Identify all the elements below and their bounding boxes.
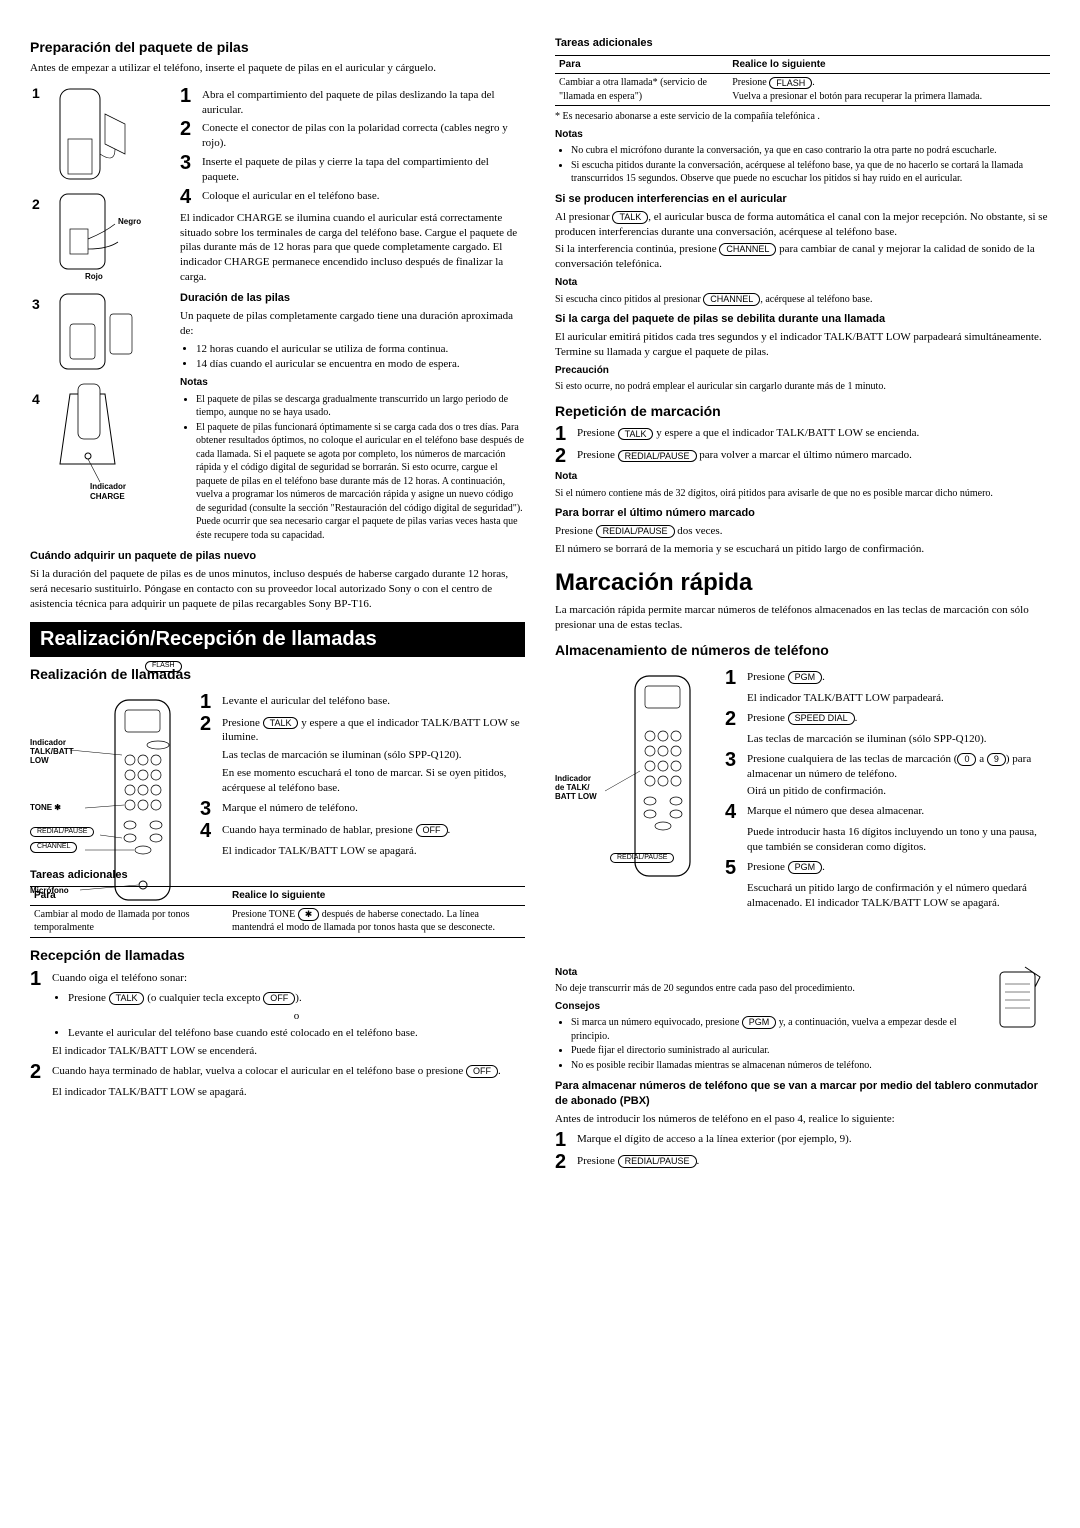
- realiz-s4-extra: El indicador TALK/BATT LOW se apagará.: [222, 844, 525, 859]
- charge-text: El indicador CHARGE se ilumina cuando el…: [180, 211, 525, 285]
- svg-text:Negro: Negro: [118, 217, 141, 226]
- consejos-label: Consejos: [555, 1000, 980, 1014]
- interf-p2: Si la interferencia continúa, presione C…: [555, 242, 1050, 272]
- alm-s1-extra: El indicador TALK/BATT LOW parpadeará.: [747, 691, 1050, 706]
- flash-label: FLASH: [145, 661, 182, 671]
- rep-s1: Presione TALK y espere a que el indicado…: [577, 424, 919, 444]
- heading-recep: Recepción de llamadas: [30, 946, 525, 965]
- recep-o: o: [68, 1009, 525, 1024]
- heading-cuando: Cuándo adquirir un paquete de pilas nuev…: [30, 549, 525, 564]
- notas1-label: Notas: [180, 376, 525, 390]
- precaucion-label: Precaución: [555, 364, 1050, 378]
- duracion-intro: Un paquete de pilas completamente cargad…: [180, 309, 525, 339]
- svg-text:Indicador: Indicador: [555, 774, 591, 783]
- realiz-s1: Levante el auricular del teléfono base.: [222, 692, 390, 712]
- consejos-list: Si marca un número equivocado, presione …: [571, 1016, 980, 1072]
- svg-text:CHARGE: CHARGE: [90, 492, 125, 501]
- phone-diagram-1: Indicador TALK/BATT LOW TONE ✱ Micrófono…: [30, 690, 190, 862]
- svg-text:Indicador: Indicador: [30, 738, 66, 747]
- svg-text:de TALK/: de TALK/: [555, 783, 590, 792]
- rapida-intro: La marcación rápida permite marcar númer…: [555, 603, 1050, 633]
- banner-realizacion: Realización/Recepción de llamadas: [30, 622, 525, 657]
- heading-repeticion: Repetición de marcación: [555, 402, 1050, 421]
- svg-text:TALK/BATT: TALK/BATT: [30, 747, 74, 756]
- heading-pbx: Para almacenar números de teléfono que s…: [555, 1079, 1050, 1109]
- heading-tareas2: Tareas adicionales: [555, 36, 1050, 51]
- heading-carga: Si la carga del paquete de pilas se debi…: [555, 312, 1050, 327]
- step-3-text: Inserte el paquete de pilas y cierre la …: [202, 153, 525, 185]
- heading-duracion: Duración de las pilas: [180, 291, 525, 306]
- step-num-4: 4: [180, 187, 198, 207]
- svg-text:TONE ✱: TONE ✱: [30, 803, 61, 812]
- notas2-label: Notas: [555, 128, 1050, 142]
- svg-text:2: 2: [32, 196, 40, 212]
- battery-diagram: 1 2 Negro Rojo 3 4: [30, 84, 170, 544]
- notas1-list: El paquete de pilas se descarga gradualm…: [196, 393, 525, 543]
- alm-s5-extra: Escuchará un pitido largo de confirmació…: [747, 881, 1050, 911]
- realiz-s4: Cuando haya terminado de hablar, presion…: [222, 821, 450, 841]
- svg-text:1: 1: [32, 85, 40, 101]
- table2-footnote: * Es necesario abonarse a este servicio …: [555, 110, 1050, 124]
- heading-borrar: Para borrar el último número marcado: [555, 506, 1050, 521]
- recep-s2-end: El indicador TALK/BATT LOW se apagará.: [52, 1085, 525, 1100]
- step-num-3: 3: [180, 153, 198, 185]
- alm-s5: Presione PGM.: [747, 858, 825, 878]
- pbx-s2: Presione REDIAL/PAUSE.: [577, 1152, 699, 1172]
- alm-s3: Presione cualquiera de las teclas de mar…: [747, 750, 1050, 782]
- pbx-intro: Antes de introducir los números de teléf…: [555, 1112, 1050, 1127]
- recep-s1: Cuando oiga el teléfono sonar:: [52, 969, 187, 989]
- duracion-list: 12 horas cuando el auricular se utiliza …: [196, 342, 525, 373]
- borrar-p1: Presione REDIAL/PAUSE dos veces.: [555, 524, 1050, 539]
- nota5-text: No deje transcurrir más de 20 segundos e…: [555, 982, 980, 996]
- svg-text:4: 4: [32, 391, 40, 407]
- step-1-text: Abra el compartimiento del paquete de pi…: [202, 86, 525, 118]
- tareas-table-2: ParaRealice lo siguiente Cambiar a otra …: [555, 55, 1050, 107]
- realiz-s2-extra1: Las teclas de marcación se iluminan (sól…: [222, 748, 525, 763]
- heading-rapida: Marcación rápida: [555, 567, 1050, 599]
- svg-text:BATT LOW: BATT LOW: [555, 792, 597, 801]
- precaucion-text: Si esto ocurre, no podrá emplear el auri…: [555, 380, 1050, 394]
- alm-s2-extra: Las teclas de marcación se iluminan (sól…: [747, 732, 1050, 747]
- alm-s2: Presione SPEED DIAL.: [747, 709, 857, 729]
- redial-label: REDIAL/PAUSE: [30, 827, 94, 837]
- recep-s2: Cuando haya terminado de hablar, vuelva …: [52, 1062, 501, 1082]
- nota3-text: Si escucha cinco pitidos al presionar CH…: [555, 293, 1050, 307]
- svg-text:Rojo: Rojo: [85, 272, 103, 281]
- heading-almacen: Almacenamiento de números de teléfono: [555, 641, 1050, 660]
- svg-text:3: 3: [32, 296, 40, 312]
- svg-text:LOW: LOW: [30, 756, 49, 765]
- step-2-text: Conecte el conector de pilas con la pola…: [202, 119, 525, 151]
- directory-icon: [990, 962, 1050, 1074]
- realiz-s2-extra2: En ese momento escuchará el tono de marc…: [222, 766, 525, 796]
- interf-p1: Al presionar TALK, el auricular busca de…: [555, 210, 1050, 240]
- phone-diagram-2: Indicador de TALK/ BATT LOW REDIAL/PAUSE: [555, 666, 715, 956]
- nota4-text: Si el número contiene más de 32 dígitos,…: [555, 487, 1050, 501]
- svg-text:Indicador: Indicador: [90, 482, 126, 491]
- borrar-p2: El número se borrará de la memoria y se …: [555, 542, 1050, 557]
- cuando-text: Si la duración del paquete de pilas es d…: [30, 567, 525, 612]
- heading-interf: Si se producen interferencias en el auri…: [555, 192, 1050, 207]
- channel-label: CHANNEL: [30, 842, 77, 852]
- nota3-label: Nota: [555, 276, 1050, 290]
- carga-text: El auricular emitirá pitidos cada tres s…: [555, 330, 1050, 360]
- nota5-label: Nota: [555, 966, 980, 980]
- step-4-text: Coloque el auricular en el teléfono base…: [202, 187, 379, 207]
- redial-label-2: REDIAL/PAUSE: [610, 853, 674, 863]
- realiz-s2: Presione TALK y espere a que el indicado…: [222, 714, 525, 746]
- rep-s2: Presione REDIAL/PAUSE para volver a marc…: [577, 446, 912, 466]
- alm-s4: Marque el número que desea almacenar.: [747, 802, 924, 822]
- realiz-s3: Marque el número de teléfono.: [222, 799, 358, 819]
- step-num-2: 2: [180, 119, 198, 151]
- prep-intro: Antes de empezar a utilizar el teléfono,…: [30, 61, 525, 76]
- alm-s3-extra: Oirá un pitido de confirmación.: [747, 784, 1050, 799]
- nota4-label: Nota: [555, 470, 1050, 484]
- recep-s1-end: El indicador TALK/BATT LOW se encenderá.: [52, 1044, 525, 1059]
- pbx-s1: Marque el dígito de acceso a la línea ex…: [577, 1130, 852, 1150]
- heading-tareas1: Tareas adicionales: [30, 868, 525, 883]
- alm-s1: Presione PGM.: [747, 668, 825, 688]
- heading-prep: Preparación del paquete de pilas: [30, 38, 525, 57]
- alm-s4-extra: Puede introducir hasta 16 dígitos incluy…: [747, 825, 1050, 855]
- notas2-list: No cubra el micrófono durante la convers…: [571, 144, 1050, 186]
- step-num-1: 1: [180, 86, 198, 118]
